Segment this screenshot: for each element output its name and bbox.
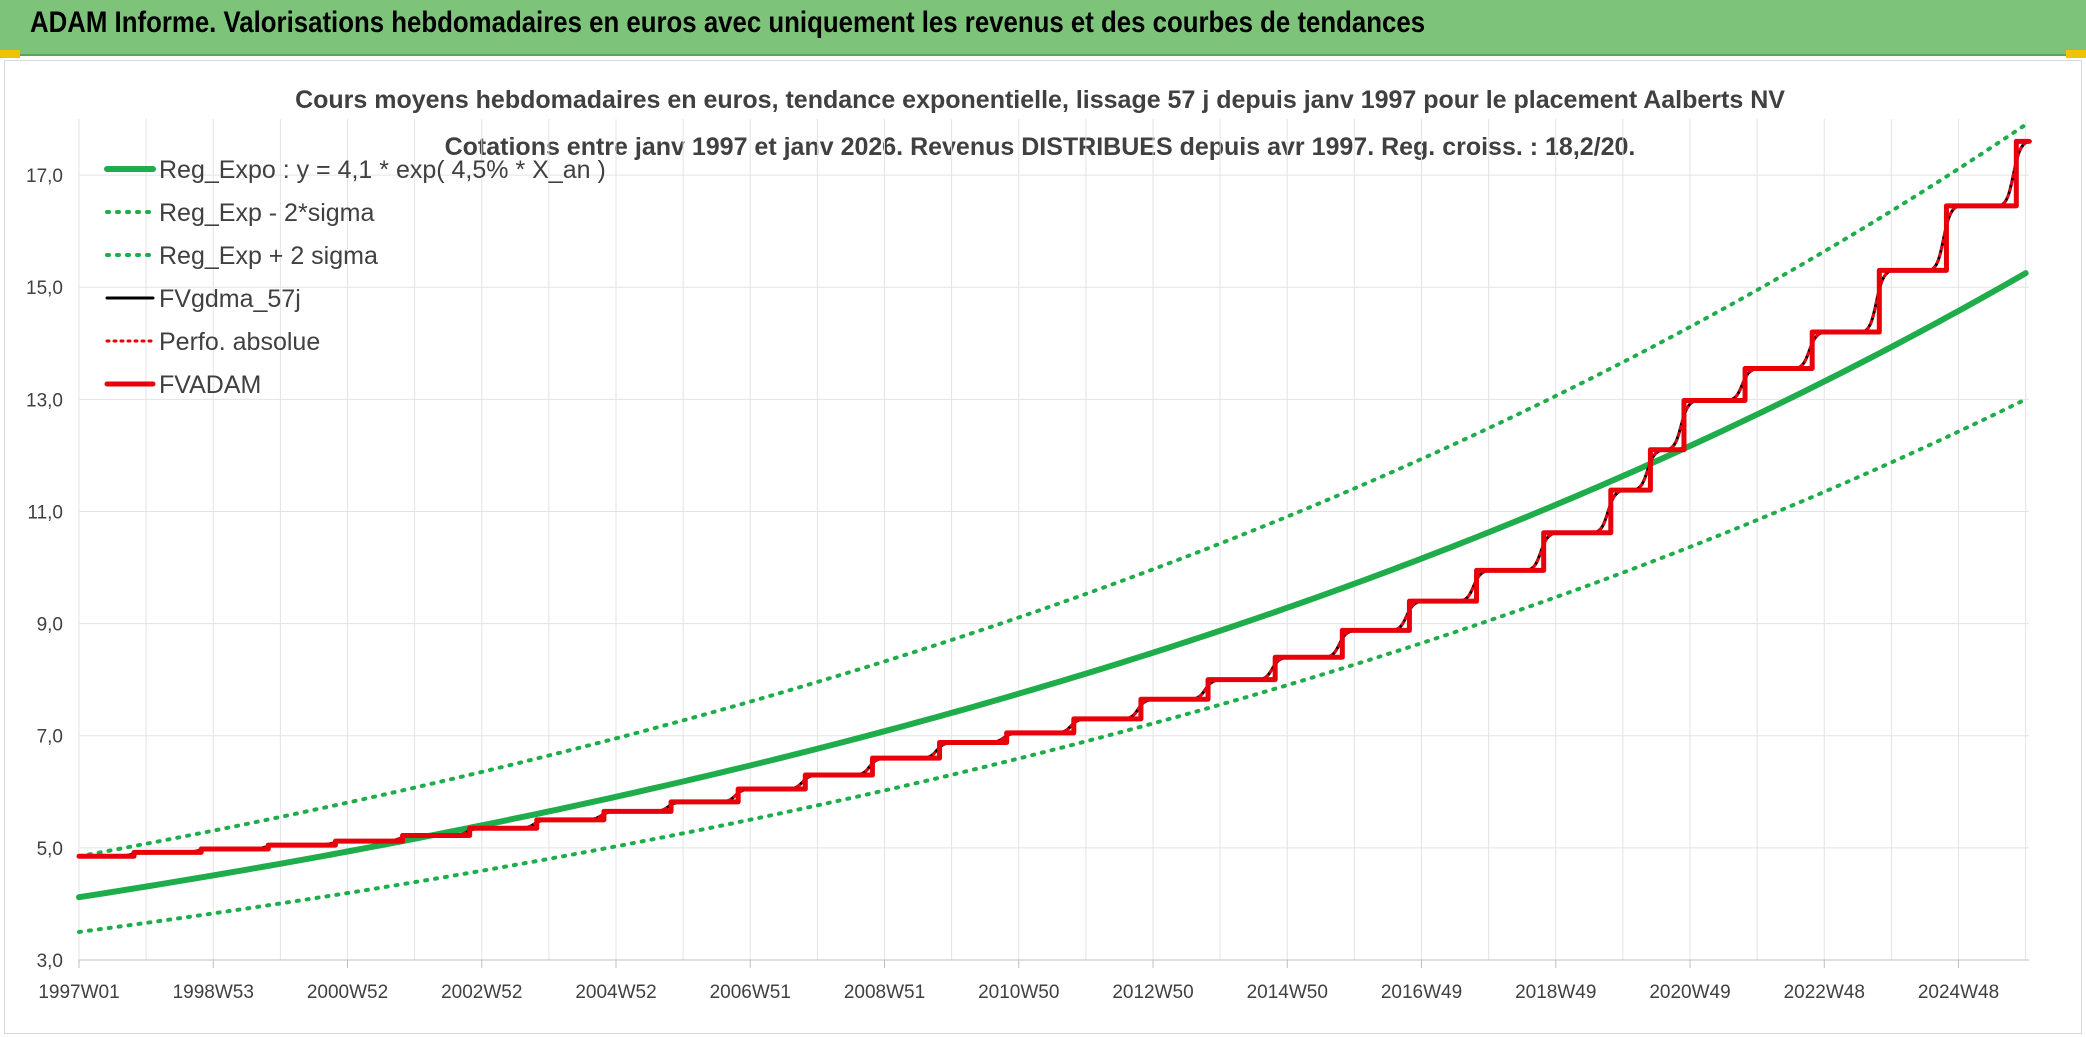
legend-label: Reg_Exp + 2 sigma (159, 242, 378, 270)
chart-series (76, 122, 2032, 934)
x-tick-label: 1998W53 (173, 982, 254, 1003)
legend-label: Perfo. absolue (159, 328, 320, 356)
x-axis-ticks: 1997W01 1998W53 2000W52 2002W52 2004W52 2006W… (38, 960, 1999, 1003)
chart-grid (78, 119, 2029, 961)
series-line (76, 270, 2029, 901)
chart-title: Cours moyens hebdomadaires en euros, ten… (295, 86, 1785, 114)
y-tick-label: 17,0 (26, 166, 63, 187)
legend-label: FVgdma_57j (159, 285, 301, 313)
series-line (76, 138, 2032, 859)
y-tick-label: 3,0 (37, 951, 63, 972)
report-header: ADAM Informe. Valorisations hebdomadaire… (0, 0, 2086, 56)
x-tick-label: 1997W01 (38, 982, 119, 1003)
y-tick-label: 5,0 (37, 839, 63, 860)
x-tick-label: 2016W49 (1381, 982, 1462, 1003)
chart-area: Cours moyens hebdomadaires en euros, ten… (4, 60, 2082, 1034)
header-accent-left (0, 50, 20, 58)
y-tick-label: 11,0 (27, 502, 63, 523)
y-tick-label: 9,0 (37, 615, 63, 636)
legend-label: FVADAM (159, 371, 261, 399)
x-tick-label: 2022W48 (1784, 982, 1865, 1003)
line-chart: Cours moyens hebdomadaires en euros, ten… (26, 86, 2032, 1003)
x-tick-label: 2008W51 (844, 982, 925, 1003)
y-tick-label: 15,0 (26, 278, 63, 299)
report-title: ADAM Informe. Valorisations hebdomadaire… (30, 6, 1426, 39)
x-tick-label: 2004W52 (575, 982, 656, 1003)
legend-label: Reg_Expo : y = 4,1 * exp( 4,5% * X_an ) (159, 156, 606, 184)
chart-subtitle: Cotations entre janv 1997 et janv 2026. … (445, 133, 1636, 161)
x-tick-label: 2006W51 (710, 982, 791, 1003)
legend-label: Reg_Exp - 2*sigma (159, 199, 374, 227)
y-axis-ticks: 3,0 5,0 7,0 9,0 11,0 13,0 15,0 17,0 (26, 166, 63, 972)
x-tick-label: 2018W49 (1515, 982, 1596, 1003)
y-tick-label: 13,0 (26, 390, 63, 411)
y-tick-label: 7,0 (37, 727, 63, 748)
x-tick-label: 2010W50 (978, 982, 1059, 1003)
series-line (77, 122, 2028, 859)
series-line (77, 397, 2028, 934)
chart-legend: Reg_Expo : y = 4,1 * exp( 4,5% * X_an ) R… (104, 156, 606, 399)
x-tick-label: 2024W48 (1918, 982, 1999, 1003)
header-accent-right (2066, 50, 2086, 58)
x-tick-label: 2014W50 (1247, 982, 1328, 1003)
x-tick-label: 2020W49 (1649, 982, 1730, 1003)
x-tick-label: 2002W52 (441, 982, 522, 1003)
x-tick-label: 2000W52 (307, 982, 388, 1003)
x-tick-label: 2012W50 (1112, 982, 1193, 1003)
